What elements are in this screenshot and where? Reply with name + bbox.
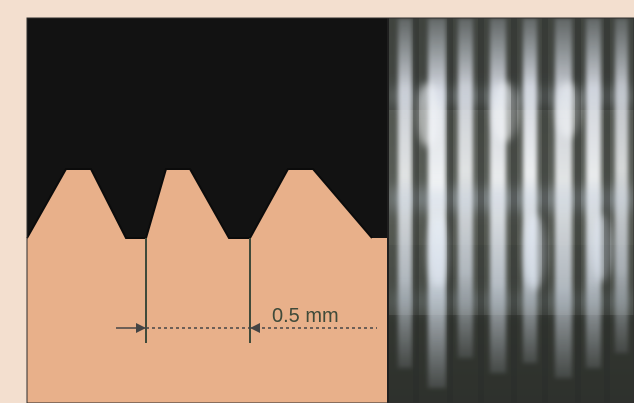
- right-arrowhead: [250, 323, 260, 333]
- left-arrowhead: [136, 323, 146, 333]
- threaded-surface-photo: [388, 18, 634, 403]
- pitch-measurement-label: 0.5 mm: [272, 305, 339, 327]
- figure-border: [26, 17, 634, 403]
- thread-shadow-outline: [26, 168, 373, 239]
- thread-dark-region: [27, 18, 388, 238]
